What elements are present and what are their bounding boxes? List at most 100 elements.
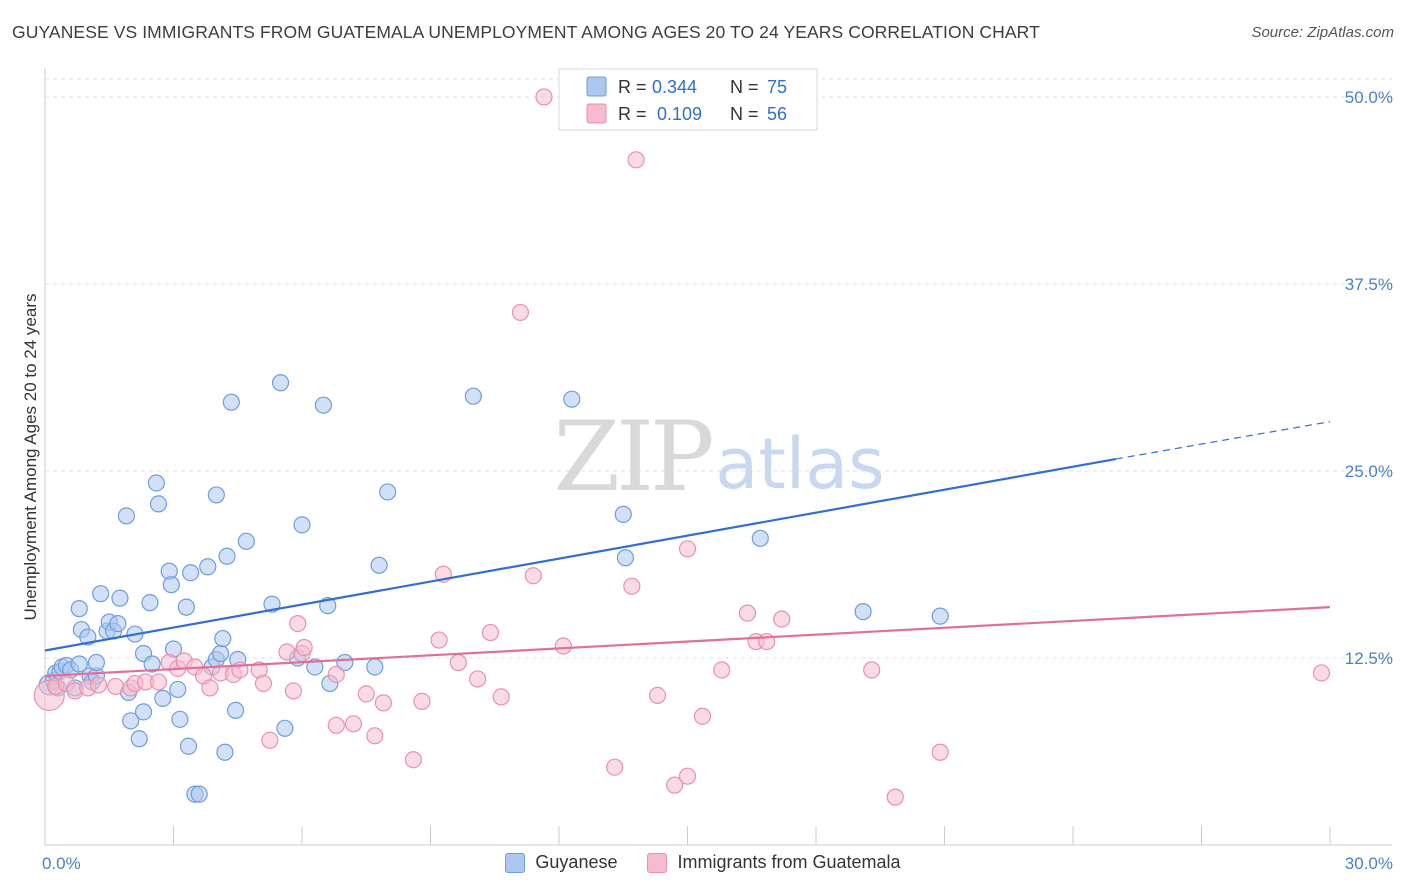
guyanese-point xyxy=(87,653,106,672)
guyanese-point xyxy=(464,387,482,405)
guatemala-point xyxy=(261,731,279,749)
guyanese-point xyxy=(854,603,872,621)
legend-item-guyanese: Guyanese xyxy=(505,852,617,873)
guyanese-point xyxy=(199,558,217,576)
guyanese-point xyxy=(379,483,397,501)
legend-blue-r-value: 0.344 xyxy=(652,77,697,97)
guyanese-point xyxy=(154,689,172,707)
legend-bottom: Guyanese Immigrants from Guatemala xyxy=(0,852,1406,873)
guyanese-point xyxy=(70,655,88,673)
guyanese-point xyxy=(179,737,198,755)
guyanese-point xyxy=(182,564,200,582)
guyanese-point xyxy=(214,629,232,648)
guyanese-point xyxy=(563,390,581,408)
guyanese-swatch xyxy=(505,852,526,873)
guyanese-point xyxy=(92,585,110,603)
guyanese-point xyxy=(370,556,388,574)
guatemala-point xyxy=(149,673,168,691)
guatemala-point xyxy=(511,303,530,322)
guyanese-point xyxy=(109,614,127,633)
guyanese-point xyxy=(134,703,153,721)
guatemala-point xyxy=(623,577,641,595)
guatemala-point xyxy=(492,688,510,706)
guatemala-point xyxy=(713,661,731,679)
guyanese-point xyxy=(171,710,189,728)
guatemala-point xyxy=(648,686,667,705)
guatemala-point xyxy=(931,743,949,761)
guatemala-point xyxy=(295,638,313,657)
guyanese-point xyxy=(271,374,290,392)
legend-item-guatemala: Immigrants from Guatemala xyxy=(647,852,901,873)
guyanese-point xyxy=(130,730,148,748)
guatemala-point xyxy=(627,151,645,169)
guyanese-point xyxy=(122,712,140,730)
guyanese-point xyxy=(207,486,225,504)
guatemala-point xyxy=(449,653,467,672)
guatemala-point xyxy=(481,623,500,642)
guatemala-point xyxy=(554,637,572,655)
watermark: ZIP atlas xyxy=(553,401,884,513)
guyanese-point xyxy=(177,598,195,616)
guatemala-point xyxy=(254,674,273,693)
guatemala-point xyxy=(738,604,757,622)
guyanese-point xyxy=(222,393,240,411)
guyanese-point xyxy=(169,680,187,699)
guatemala-point xyxy=(469,670,487,688)
legend-pink-n-label: N = xyxy=(730,104,759,124)
guatemala-point xyxy=(863,661,881,679)
y-tick-label: 50.0% xyxy=(1345,88,1393,107)
guyanese-point xyxy=(336,653,354,672)
guatemala-point xyxy=(430,631,448,649)
guatemala-point xyxy=(693,707,712,725)
watermark-zip: ZIP xyxy=(553,401,712,513)
guyanese-point xyxy=(276,719,294,737)
legend-label-guyanese: Guyanese xyxy=(535,852,618,872)
guatemala-point xyxy=(374,694,392,712)
guyanese-trendline-extension xyxy=(1115,421,1331,460)
guyanese-point xyxy=(162,576,180,594)
legend-blue-n-value: 75 xyxy=(767,77,787,97)
guyanese-point xyxy=(212,644,230,663)
guatemala-point xyxy=(535,88,553,106)
guatemala-point xyxy=(606,758,624,776)
guyanese-point xyxy=(227,701,245,719)
legend-blue-r-label: R = xyxy=(618,77,647,97)
legend-blue-n-label: N = xyxy=(730,77,759,97)
x-tick-label-max: 30.0% xyxy=(1345,854,1393,873)
guyanese-point xyxy=(147,474,165,492)
guatemala-point xyxy=(327,716,345,734)
guatemala-point xyxy=(678,540,697,558)
x-tick-label-min: 0.0% xyxy=(42,854,81,873)
guatemala-point xyxy=(289,614,307,633)
guyanese-point xyxy=(751,529,769,547)
guatemala-point xyxy=(284,682,303,700)
guyanese-trendline xyxy=(44,457,1117,652)
guatemala-trendline xyxy=(44,606,1331,678)
guatemala-point xyxy=(327,665,345,684)
guyanese-point xyxy=(293,516,311,534)
guyanese-point xyxy=(190,785,208,803)
guatemala-point xyxy=(524,567,542,585)
guatemala-point xyxy=(666,776,684,794)
guyanese-point xyxy=(366,658,384,676)
guatemala-point xyxy=(773,610,791,628)
watermark-atlas: atlas xyxy=(715,423,884,505)
y-axis-label: Unemployment Among Ages 20 to 24 years xyxy=(21,294,40,621)
legend-pink-n-value: 56 xyxy=(767,104,787,124)
guatemala-point xyxy=(357,685,375,703)
y-tick-label: 37.5% xyxy=(1345,275,1393,294)
guyanese-point xyxy=(216,743,234,761)
guatemala-point xyxy=(413,692,431,710)
guyanese-point xyxy=(237,532,255,550)
y-tick-label: 12.5% xyxy=(1345,649,1393,668)
guyanese-point xyxy=(218,547,236,565)
guyanese-point xyxy=(314,396,333,414)
legend-label-guatemala: Immigrants from Guatemala xyxy=(677,852,901,872)
legend-blue-swatch xyxy=(586,76,607,97)
guyanese-point xyxy=(70,600,88,618)
source-label: Source: ZipAtlas.com xyxy=(1251,24,1394,41)
guatemala-swatch xyxy=(647,852,668,873)
guyanese-point xyxy=(306,658,324,676)
guatemala-point xyxy=(107,677,125,696)
